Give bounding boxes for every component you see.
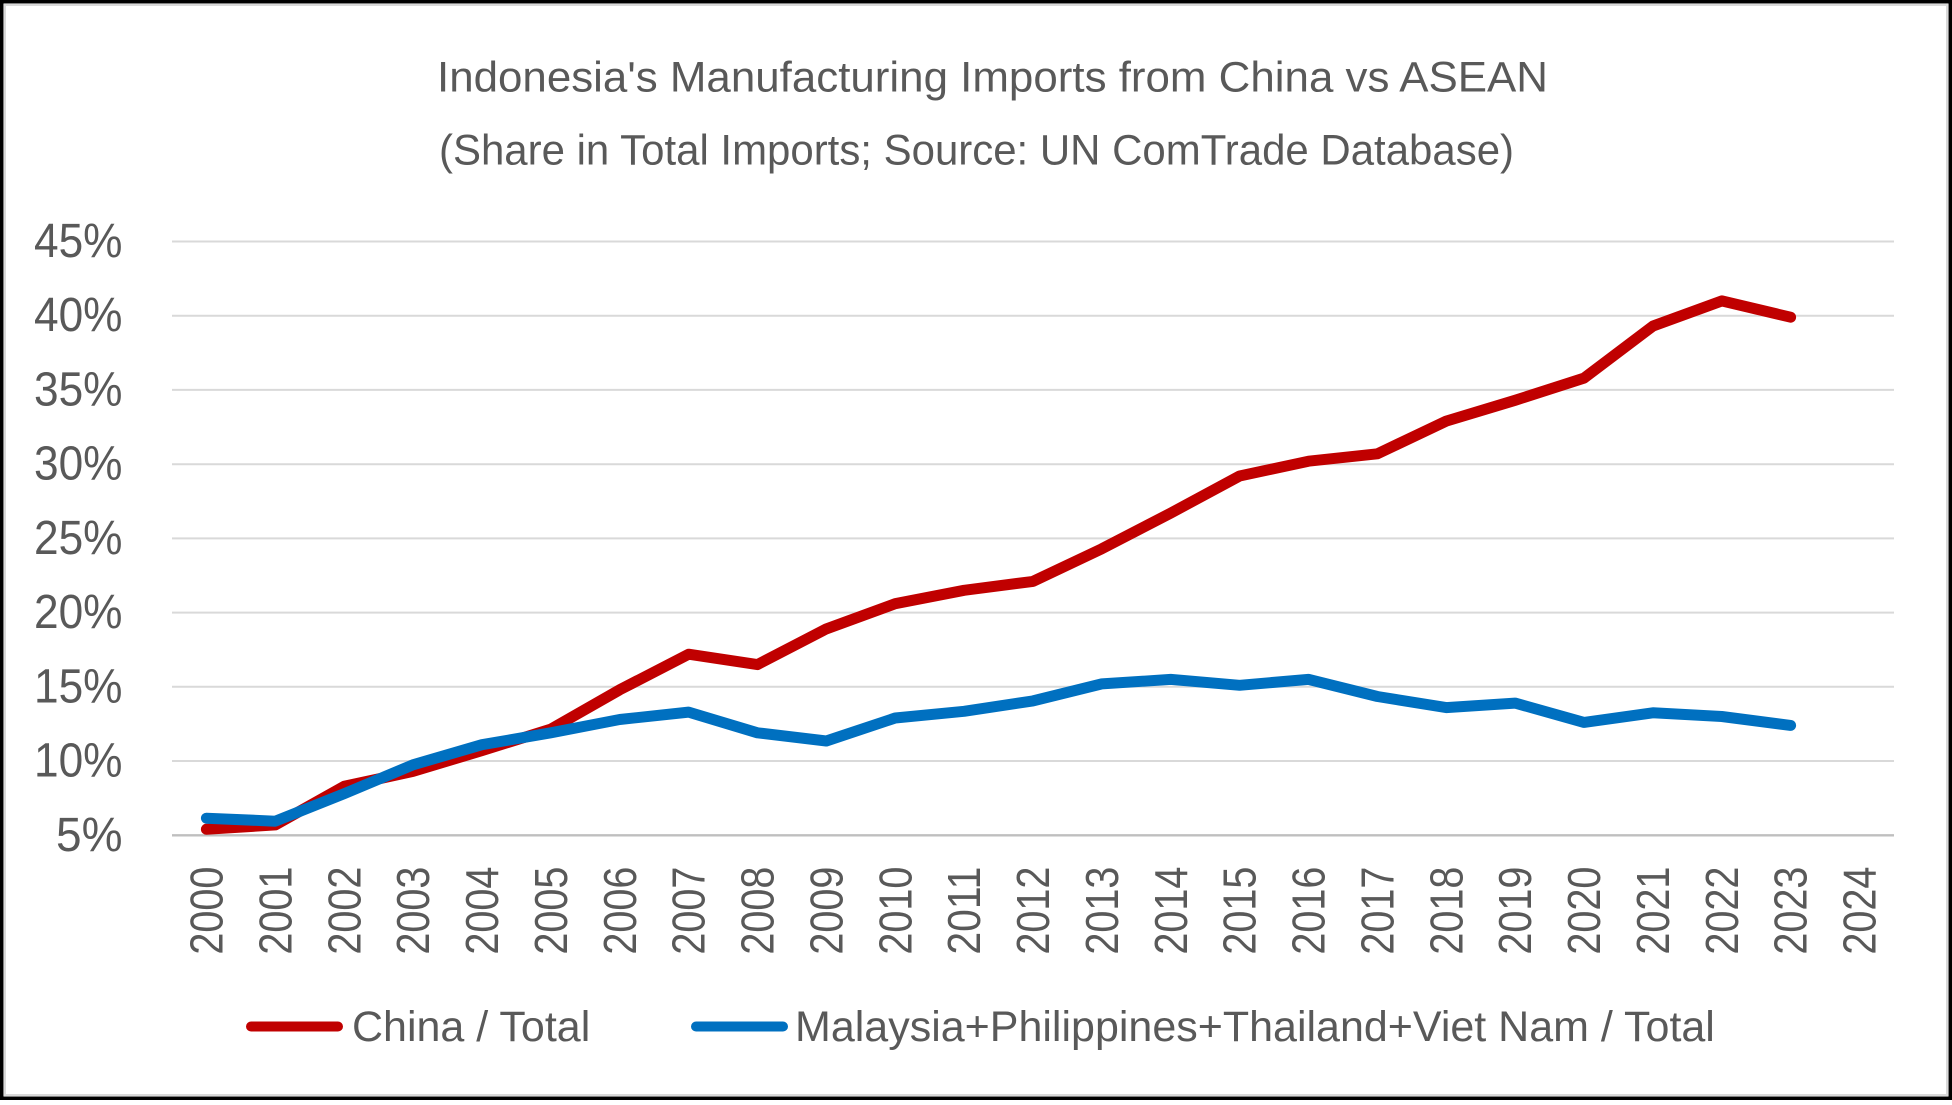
svg-text:10%: 10% <box>34 735 123 788</box>
svg-text:2021: 2021 <box>1627 867 1679 955</box>
svg-text:2008: 2008 <box>732 867 784 955</box>
svg-text:2019: 2019 <box>1489 867 1541 955</box>
svg-text:2014: 2014 <box>1145 867 1197 955</box>
svg-text:40%: 40% <box>34 289 123 342</box>
svg-text:30%: 30% <box>34 438 123 491</box>
svg-text:Malaysia+Philippines+Thailand+: Malaysia+Philippines+Thailand+Viet Nam /… <box>795 1003 1715 1051</box>
svg-text:2024: 2024 <box>1834 867 1886 955</box>
svg-text:2012: 2012 <box>1007 867 1059 955</box>
svg-text:45%: 45% <box>34 215 123 268</box>
svg-text:2016: 2016 <box>1283 867 1335 955</box>
svg-text:2007: 2007 <box>663 867 715 955</box>
svg-text:China / Total: China / Total <box>352 1003 590 1051</box>
svg-text:2013: 2013 <box>1076 867 1128 955</box>
svg-text:2018: 2018 <box>1420 867 1472 955</box>
svg-text:2004: 2004 <box>456 867 508 955</box>
svg-text:2009: 2009 <box>800 867 852 955</box>
svg-text:2002: 2002 <box>318 867 370 955</box>
svg-text:20%: 20% <box>34 586 123 639</box>
svg-text:2010: 2010 <box>869 867 921 955</box>
svg-text:2000: 2000 <box>181 867 233 955</box>
svg-text:15%: 15% <box>34 660 123 713</box>
svg-text:2023: 2023 <box>1765 867 1817 955</box>
svg-text:Indonesia's Manufacturing Impo: Indonesia's Manufacturing Imports from C… <box>437 53 1548 101</box>
svg-text:2022: 2022 <box>1696 867 1748 955</box>
svg-text:2001: 2001 <box>249 867 301 955</box>
svg-text:2017: 2017 <box>1352 867 1404 955</box>
svg-text:2005: 2005 <box>525 867 577 955</box>
svg-text:2020: 2020 <box>1558 867 1610 955</box>
svg-text:25%: 25% <box>34 512 123 565</box>
svg-text:2006: 2006 <box>594 867 646 955</box>
svg-text:2003: 2003 <box>387 867 439 955</box>
svg-text:(Share in Total Imports; Sourc: (Share in Total Imports; Source: UN ComT… <box>439 127 1514 175</box>
svg-text:2011: 2011 <box>938 867 990 955</box>
svg-text:5%: 5% <box>56 809 123 862</box>
svg-text:2015: 2015 <box>1214 867 1266 955</box>
svg-text:35%: 35% <box>34 363 123 416</box>
